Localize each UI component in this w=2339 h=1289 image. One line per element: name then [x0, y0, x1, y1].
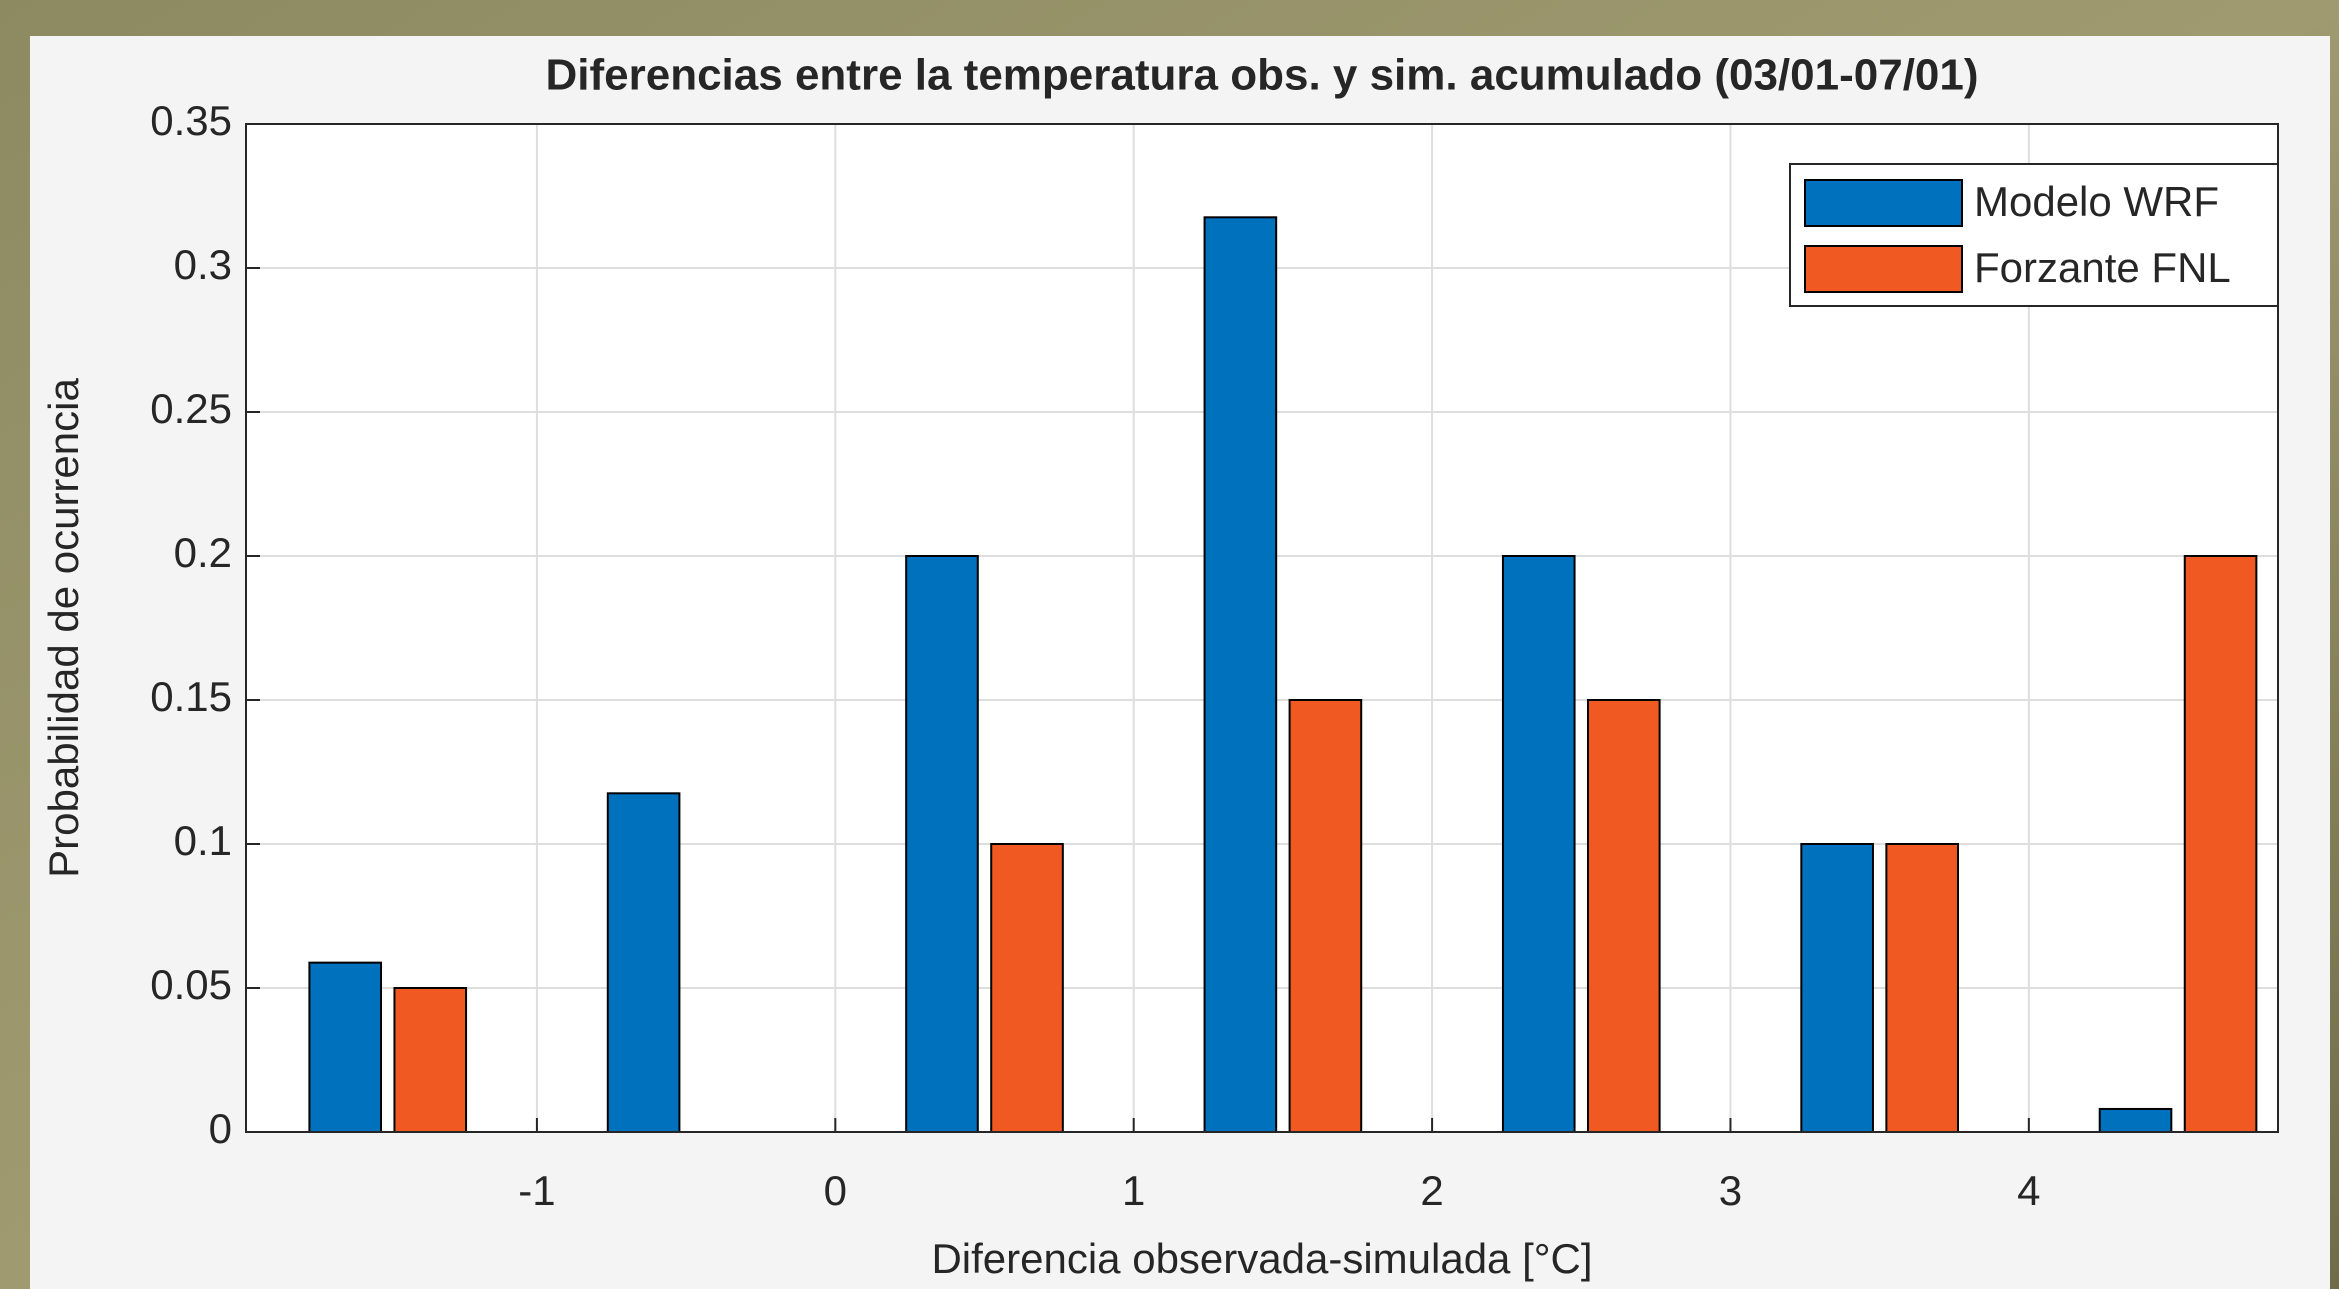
chart-title: Diferencias entre la temperatura obs. y … [545, 51, 1978, 100]
y-tick-label: 0.2 [174, 529, 232, 576]
bar [2185, 556, 2257, 1132]
y-tick-label: 0.25 [150, 385, 232, 432]
y-axis-label: Probabilidad de ocurrencia [40, 378, 87, 878]
x-tick-label: 3 [1719, 1167, 1742, 1214]
x-tick-label: 4 [2017, 1167, 2040, 1214]
bar [1290, 700, 1362, 1132]
bar [1503, 556, 1575, 1132]
x-tick-label: 0 [824, 1167, 847, 1214]
y-tick-label: 0.35 [150, 97, 232, 144]
bar [1886, 844, 1958, 1132]
bar [1588, 700, 1660, 1132]
bar [608, 793, 680, 1132]
x-tick-label: -1 [518, 1167, 555, 1214]
legend-swatch [1805, 180, 1962, 226]
bar [394, 988, 466, 1132]
bar [1205, 217, 1277, 1132]
bar [991, 844, 1063, 1132]
x-tick-label: 2 [1420, 1167, 1443, 1214]
y-tick-label: 0 [209, 1105, 232, 1152]
legend-swatch [1805, 246, 1962, 292]
y-tick-label: 0.05 [150, 961, 232, 1008]
chart: Diferencias entre la temperatura obs. y … [0, 0, 2339, 1289]
bar [2100, 1109, 2172, 1132]
y-tick-label: 0.3 [174, 241, 232, 288]
bar [906, 556, 978, 1132]
x-axis-label: Diferencia observada-simulada [°C] [931, 1235, 1592, 1282]
bar [1801, 844, 1873, 1132]
bar [309, 963, 381, 1132]
x-tick-label: 1 [1122, 1167, 1145, 1214]
y-tick-label: 0.1 [174, 817, 232, 864]
page: Diferencias entre la temperatura obs. y … [0, 0, 2339, 1289]
legend-label: Forzante FNL [1974, 244, 2231, 291]
y-tick-label: 0.15 [150, 673, 232, 720]
legend-label: Modelo WRF [1974, 178, 2219, 225]
